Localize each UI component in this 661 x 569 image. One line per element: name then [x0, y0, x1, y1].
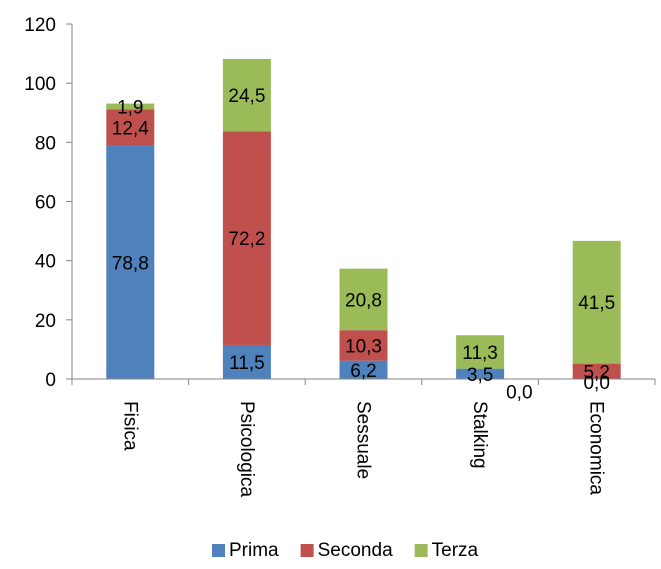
bar-segment-terza-fisica: [106, 103, 155, 110]
legend-swatch-prima: [212, 544, 225, 557]
y-tick-label: 40: [35, 252, 56, 273]
bar-segment-seconda-sessuale: [339, 330, 388, 361]
x-category-label: Fisica: [119, 401, 140, 451]
y-tick-label: 60: [35, 193, 56, 214]
bars: [106, 58, 621, 379]
data-label-prima-sessuale: 6,2: [350, 361, 376, 382]
bar-segment-seconda-psicologica: [222, 131, 271, 345]
data-label-prima-economica: 0,0: [583, 373, 609, 394]
data-label-seconda-stalking: 0,0: [506, 383, 532, 404]
bar-segment-prima-psicologica: [222, 344, 271, 379]
x-category-label: Stalking: [469, 401, 490, 469]
data-label-terza-psicologica: 24,5: [228, 86, 265, 107]
data-label-terza-stalking: 11,3: [462, 343, 498, 364]
data-label-prima-fisica: 78,8: [112, 253, 149, 274]
bar-segment-seconda-fisica: [106, 109, 155, 146]
data-label-terza-fisica: 1,9: [117, 97, 143, 118]
bar-segment-prima-fisica: [106, 145, 155, 379]
bar-segment-terza-psicologica: [222, 58, 271, 132]
y-tick-label: 20: [35, 311, 56, 332]
legend-swatch-terza: [414, 544, 428, 557]
y-tick-label: 80: [35, 133, 56, 154]
x-category-label: Economica: [586, 401, 607, 495]
bar-segment-terza-sessuale: [339, 268, 388, 331]
data-label-seconda-fisica: 12,4: [112, 119, 149, 140]
x-axis: Fisica Psicologica Sessuale Stalking Economi…: [71, 378, 656, 498]
legend-label-prima: Prima: [229, 540, 279, 561]
y-tick-label: 100: [24, 74, 56, 95]
bar-segment-prima-sessuale: [339, 360, 388, 379]
data-label-terza-economica: 41,5: [578, 293, 615, 314]
data-labels: 78,8 12,41,9 11,5 72,2 24,5 6,2 10,3 20,8 3,5 0,0…: [112, 86, 615, 403]
legend-label-terza: Terza: [432, 540, 479, 561]
data-label-prima-stalking: 3,5: [467, 365, 493, 386]
data-label-seconda-sessuale: 10,3: [345, 336, 382, 357]
x-category-label: Sessuale: [353, 401, 374, 479]
bar-segment-seconda-economica: [572, 363, 621, 379]
legend: Prima Seconda Terza: [212, 540, 479, 561]
bar-segment-terza-economica: [572, 240, 621, 364]
y-tick-label: 120: [24, 15, 56, 36]
legend-label-seconda: Seconda: [318, 540, 393, 561]
data-label-seconda-economica: 5,2: [583, 362, 609, 383]
y-tick-label: 0: [45, 370, 56, 391]
legend-swatch-seconda: [300, 544, 314, 557]
x-category-label: Psicologica: [236, 401, 257, 498]
data-label-prima-psicologica: 11,5: [229, 353, 265, 374]
bar-segment-terza-stalking: [456, 335, 505, 369]
data-label-seconda-psicologica: 72,2: [228, 229, 265, 250]
bar-segment-prima-stalking: [456, 368, 505, 379]
y-axis: 0 20 40 60 80 100 120: [24, 15, 73, 391]
data-label-terza-sessuale: 20,8: [345, 290, 382, 311]
